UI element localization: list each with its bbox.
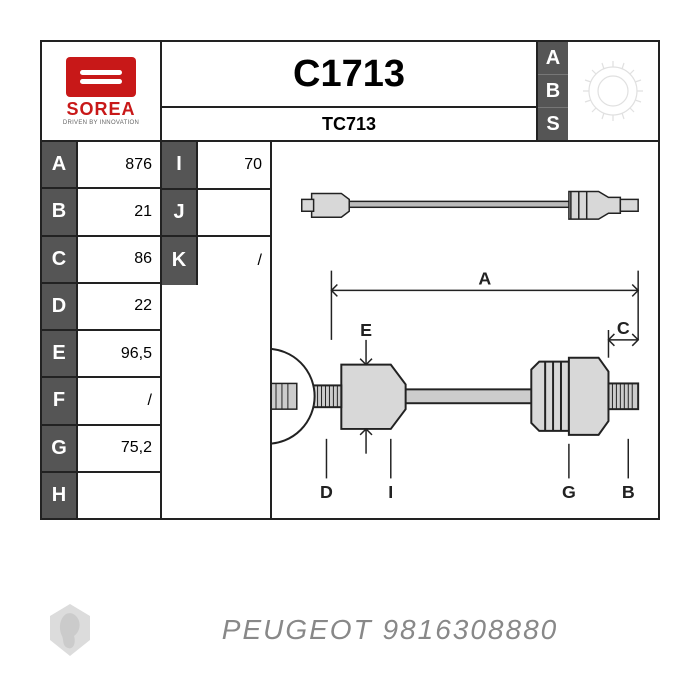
spec-label: B bbox=[42, 189, 78, 234]
sorea-logo-icon bbox=[66, 57, 136, 97]
body-row: A876 B21 C86 D22 E96,5 F/ G75,2 H I70 J … bbox=[42, 142, 658, 518]
spec-value: 86 bbox=[78, 237, 160, 282]
spec-column-primary: A876 B21 C86 D22 E96,5 F/ G75,2 H bbox=[42, 142, 162, 518]
logo-cell: SOREA DRIVEN BY INNOVATION bbox=[42, 42, 162, 140]
logo-name: SOREA bbox=[66, 99, 135, 120]
spec-label: D bbox=[42, 284, 78, 329]
table-row: G75,2 bbox=[42, 426, 160, 473]
spec-value: 75,2 bbox=[78, 426, 160, 471]
spec-column-secondary: I70 J K/ bbox=[162, 142, 272, 518]
spec-value: 21 bbox=[78, 189, 160, 234]
spec-value bbox=[198, 190, 270, 236]
spec-value: 96,5 bbox=[78, 331, 160, 376]
dim-label-e: E bbox=[360, 320, 372, 340]
axle-diagram-icon: A bbox=[272, 142, 658, 518]
spec-label: G bbox=[42, 426, 78, 471]
peugeot-lion-icon bbox=[40, 600, 100, 660]
table-row: B21 bbox=[42, 189, 160, 236]
brand-name: PEUGEOT bbox=[222, 614, 373, 645]
product-code-sub: TC713 bbox=[162, 108, 536, 140]
spec-value: / bbox=[78, 378, 160, 423]
table-row: F/ bbox=[42, 378, 160, 425]
footer-bar: PEUGEOT 9816308880 bbox=[40, 600, 660, 660]
table-row: D22 bbox=[42, 284, 160, 331]
dim-label-g: G bbox=[562, 482, 576, 502]
dim-label-a: A bbox=[478, 268, 491, 288]
spec-value: / bbox=[198, 237, 270, 285]
table-row: I70 bbox=[162, 142, 270, 190]
dim-label-d: D bbox=[320, 482, 333, 502]
spec-label: C bbox=[42, 237, 78, 282]
dim-label-b: B bbox=[622, 482, 635, 502]
code-cell: C1713 TC713 bbox=[162, 42, 538, 140]
spec-label: I bbox=[162, 142, 198, 188]
spec-value: 22 bbox=[78, 284, 160, 329]
abs-letter: S bbox=[538, 108, 568, 140]
spec-label: K bbox=[162, 237, 198, 285]
diagram-area: A bbox=[272, 142, 658, 518]
spec-label: E bbox=[42, 331, 78, 376]
abs-cell: A B S bbox=[538, 42, 658, 140]
spec-label: F bbox=[42, 378, 78, 423]
table-row: C86 bbox=[42, 237, 160, 284]
logo-tagline: DRIVEN BY INNOVATION bbox=[63, 120, 139, 126]
table-row: E96,5 bbox=[42, 331, 160, 378]
part-number: 9816308880 bbox=[382, 614, 558, 645]
footer-text: PEUGEOT 9816308880 bbox=[120, 614, 660, 646]
abs-letter: A bbox=[538, 42, 568, 75]
product-code-main: C1713 bbox=[162, 42, 536, 108]
table-row: A876 bbox=[42, 142, 160, 189]
abs-letter: B bbox=[538, 75, 568, 108]
abs-ring-icon bbox=[568, 42, 658, 140]
abs-letters: A B S bbox=[538, 42, 568, 140]
spec-value bbox=[78, 473, 160, 518]
spec-label: J bbox=[162, 190, 198, 236]
header-row: SOREA DRIVEN BY INNOVATION C1713 TC713 A… bbox=[42, 42, 658, 142]
table-row: K/ bbox=[162, 237, 270, 285]
dim-label-c: C bbox=[617, 318, 630, 338]
spec-value: 876 bbox=[78, 142, 160, 187]
spec-label: H bbox=[42, 473, 78, 518]
table-row: J bbox=[162, 190, 270, 238]
dim-label-i: I bbox=[388, 482, 393, 502]
spec-label: A bbox=[42, 142, 78, 187]
spec-card: SOREA DRIVEN BY INNOVATION C1713 TC713 A… bbox=[40, 40, 660, 520]
table-row: H bbox=[42, 473, 160, 518]
spec-value: 70 bbox=[198, 142, 270, 188]
